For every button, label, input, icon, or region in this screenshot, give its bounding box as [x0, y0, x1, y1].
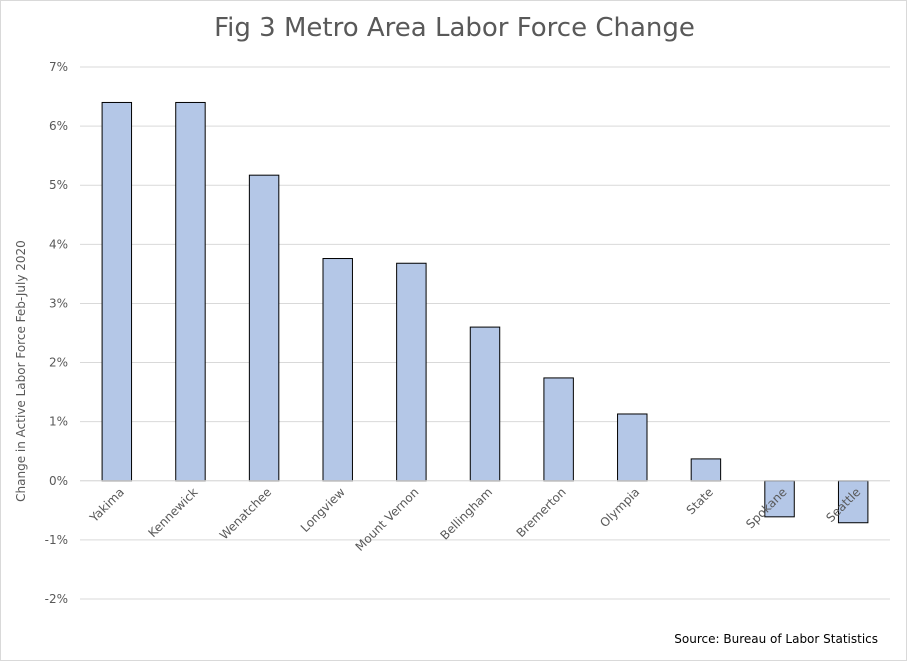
y-tick-label: 1% [49, 415, 68, 429]
bar-mount-vernon [396, 262, 427, 482]
x-tick-label: Bremerton [514, 485, 569, 540]
chart-title: Fig 3 Metro Area Labor Force Change [214, 13, 695, 43]
x-tick-label: Wenatchee [217, 485, 274, 542]
bar-bellingham [469, 326, 501, 482]
bar-olympia [617, 413, 648, 482]
y-tick-label: 2% [49, 356, 68, 370]
x-tick-label: Longview [298, 485, 348, 535]
bar-longview [322, 258, 353, 482]
y-tick-label: 4% [49, 237, 68, 251]
source-note: Source: Bureau of Labor Statistics [674, 632, 878, 646]
bar-yakima [101, 101, 133, 482]
y-tick-label: 6% [49, 119, 68, 133]
bar-wenatchee [248, 174, 280, 482]
y-tick-label: -1% [45, 533, 68, 547]
bar-state [690, 458, 722, 482]
x-tick-label: Yakima [86, 485, 127, 526]
x-tick-label: Mount Vernon [353, 485, 422, 554]
y-tick-label: 3% [49, 296, 68, 310]
x-tick-label: State [684, 485, 716, 517]
y-tick-label: 0% [49, 474, 68, 488]
x-tick-label: Olympia [597, 485, 642, 530]
bar-bremerton [543, 377, 574, 482]
x-tick-label: Kennewick [145, 485, 200, 540]
bar-seattle [837, 480, 869, 524]
bar-kennewick [175, 101, 206, 482]
y-tick-label: 7% [49, 60, 68, 74]
y-tick-label: -2% [45, 592, 68, 606]
y-tick-label: 5% [49, 178, 68, 192]
x-tick-label: Bellingham [437, 485, 495, 543]
